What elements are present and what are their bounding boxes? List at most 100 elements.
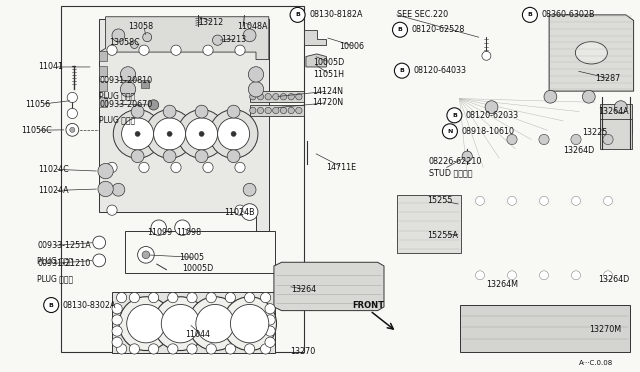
Polygon shape <box>250 91 304 102</box>
Circle shape <box>116 292 127 303</box>
Circle shape <box>188 297 242 350</box>
Circle shape <box>171 162 181 173</box>
Bar <box>600 119 632 149</box>
Circle shape <box>265 326 275 336</box>
Circle shape <box>143 33 152 42</box>
Circle shape <box>296 107 302 114</box>
Text: 14124N: 14124N <box>312 87 343 96</box>
Text: 15255: 15255 <box>428 196 453 205</box>
Text: B: B <box>527 12 532 17</box>
Bar <box>125 231 275 273</box>
Text: 10005D: 10005D <box>314 58 345 67</box>
Text: 08226-62210: 08226-62210 <box>429 157 482 166</box>
Polygon shape <box>250 105 304 116</box>
Text: 11024C: 11024C <box>38 165 69 174</box>
Circle shape <box>129 292 140 303</box>
Text: 08120-62528: 08120-62528 <box>412 25 465 34</box>
Circle shape <box>571 134 581 145</box>
Circle shape <box>112 183 125 196</box>
Circle shape <box>260 344 271 354</box>
Polygon shape <box>397 195 461 253</box>
Circle shape <box>203 45 213 55</box>
Text: 11044: 11044 <box>186 330 211 339</box>
Circle shape <box>257 93 264 100</box>
Polygon shape <box>99 19 269 231</box>
Text: 10005: 10005 <box>179 253 204 262</box>
Circle shape <box>280 107 287 114</box>
Text: 08360-6302B: 08360-6302B <box>541 10 595 19</box>
Polygon shape <box>549 15 634 91</box>
Bar <box>600 104 632 134</box>
Circle shape <box>296 93 302 100</box>
Circle shape <box>148 292 159 303</box>
Text: 13270: 13270 <box>290 347 315 356</box>
Circle shape <box>203 162 213 173</box>
Circle shape <box>442 124 458 139</box>
Circle shape <box>273 93 279 100</box>
Text: 13264: 13264 <box>291 285 316 294</box>
Text: 13264M: 13264M <box>486 280 518 289</box>
Circle shape <box>93 236 106 249</box>
Circle shape <box>227 105 240 118</box>
Circle shape <box>241 204 258 220</box>
Circle shape <box>116 344 127 354</box>
Circle shape <box>168 344 178 354</box>
Circle shape <box>107 45 117 55</box>
Circle shape <box>250 107 256 114</box>
Circle shape <box>392 22 408 37</box>
Text: 13287: 13287 <box>595 74 620 83</box>
Bar <box>61 6 304 352</box>
Text: PLUG プラグ: PLUG プラグ <box>37 275 73 283</box>
Circle shape <box>151 220 166 235</box>
Circle shape <box>235 45 245 55</box>
Text: B: B <box>397 27 403 32</box>
Circle shape <box>235 162 245 173</box>
Circle shape <box>67 108 77 119</box>
Text: 00933-20670: 00933-20670 <box>99 100 152 109</box>
Circle shape <box>187 344 197 354</box>
Circle shape <box>163 150 176 163</box>
Text: 11024B: 11024B <box>224 208 255 217</box>
Circle shape <box>167 131 172 137</box>
Circle shape <box>67 92 77 103</box>
Circle shape <box>248 81 264 97</box>
Circle shape <box>260 292 271 303</box>
Circle shape <box>112 304 122 314</box>
Circle shape <box>544 90 557 103</box>
Circle shape <box>265 107 271 114</box>
Circle shape <box>139 45 149 55</box>
Circle shape <box>127 304 165 343</box>
Circle shape <box>112 315 122 325</box>
Text: 11099: 11099 <box>147 228 172 237</box>
Circle shape <box>122 118 154 150</box>
Circle shape <box>540 196 548 205</box>
Text: 13212: 13212 <box>198 18 223 27</box>
Circle shape <box>572 271 580 280</box>
Circle shape <box>139 162 149 173</box>
Circle shape <box>112 29 125 42</box>
Circle shape <box>44 298 59 312</box>
Polygon shape <box>306 54 326 67</box>
Text: 08130-8182A: 08130-8182A <box>309 10 363 19</box>
Circle shape <box>265 315 275 325</box>
Circle shape <box>231 131 236 137</box>
Circle shape <box>98 163 113 179</box>
Circle shape <box>120 81 136 97</box>
Circle shape <box>196 304 234 343</box>
Text: 13264A: 13264A <box>598 107 629 116</box>
Text: 08120-62033: 08120-62033 <box>466 111 519 120</box>
Circle shape <box>107 162 117 173</box>
Circle shape <box>244 344 255 354</box>
Circle shape <box>142 251 150 259</box>
Circle shape <box>135 131 140 137</box>
Bar <box>99 81 108 90</box>
Circle shape <box>243 29 256 42</box>
Circle shape <box>482 51 491 60</box>
Circle shape <box>250 93 256 100</box>
Circle shape <box>131 41 138 48</box>
Circle shape <box>223 297 276 350</box>
Text: 13264D: 13264D <box>563 146 595 155</box>
Circle shape <box>508 196 516 205</box>
Bar <box>112 292 275 353</box>
Ellipse shape <box>575 42 607 64</box>
